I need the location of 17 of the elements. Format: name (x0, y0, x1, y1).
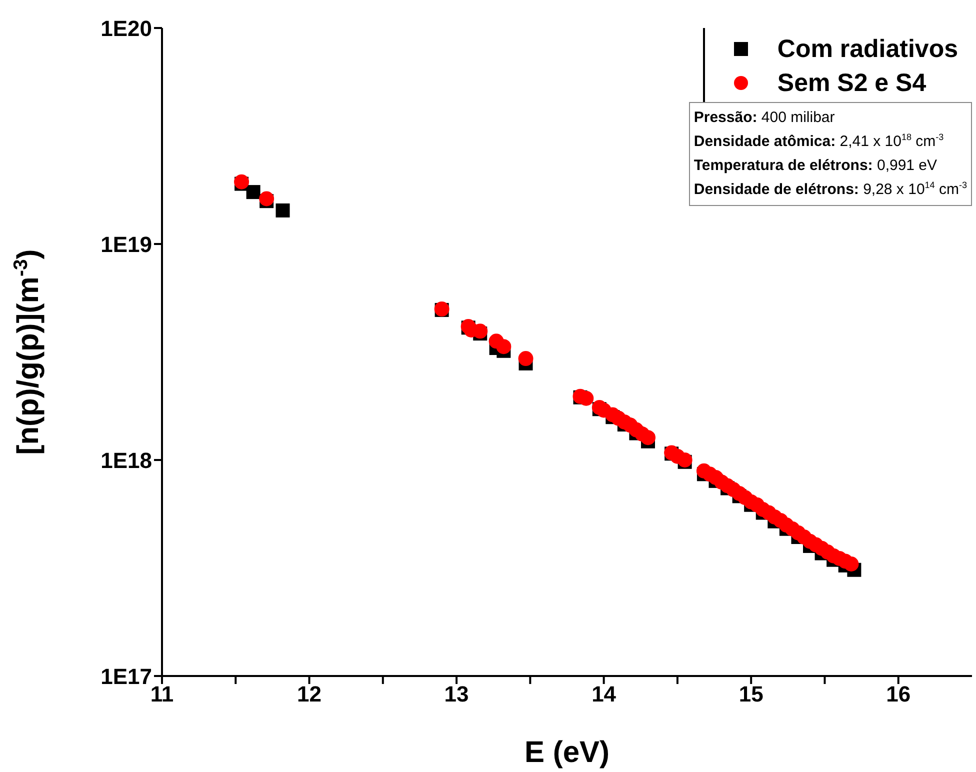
x-tick-label: 16 (886, 682, 911, 707)
y-tick-label: 1E20 (100, 16, 152, 41)
x-axis-title: E (eV) (524, 736, 610, 769)
x-tick-label: 11 (150, 682, 174, 707)
x-tick-label: 15 (738, 682, 764, 707)
annotation: Densidade atômica: 2,41 x 10$^{18}$ cm$^{-3}$ (694, 132, 944, 150)
y-tick-label: 1E18 (100, 448, 152, 473)
x-tick-label: 14 (592, 682, 617, 707)
legend-label: Com radiativos (777, 34, 958, 65)
annotation: Temperatura de elétrons: 0,991 eV (694, 157, 938, 174)
legend-label: Sem S2 e S4 (777, 68, 926, 99)
y-tick-label: 1E17 (100, 664, 152, 689)
annotation: Pressão: 400 milibar (694, 109, 835, 126)
x-tick-label: 12 (297, 682, 322, 707)
annotation: Densidade de elétrons: 9,28 x 10$^{14}$ cm$^{-3}$ (694, 180, 967, 198)
x-tick-label: 13 (444, 682, 469, 707)
y-tick-label: 1E19 (100, 232, 152, 257)
